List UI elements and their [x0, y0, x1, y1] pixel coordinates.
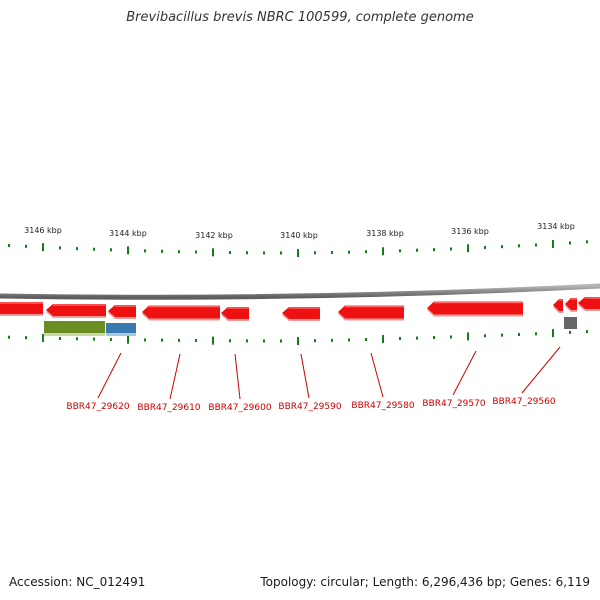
gene-label[interactable]: BBR47_29590 [278, 402, 341, 412]
kbp-axis-label: 3142 kbp [195, 231, 233, 240]
kbp-axis-label: 3146 kbp [24, 226, 62, 235]
gene-arrow[interactable] [108, 305, 136, 319]
gene-label[interactable]: BBR47_29610 [137, 403, 200, 413]
gene-arrow[interactable] [338, 305, 404, 321]
gene-arrow-body [565, 298, 577, 310]
feature-track [44, 317, 577, 336]
gene-arrow-body [221, 307, 249, 319]
feature-block-green[interactable] [44, 321, 105, 335]
gene-arrow-body [108, 305, 136, 317]
gene-arrow[interactable] [0, 302, 43, 316]
gene-arrow-body [338, 305, 404, 319]
gene-label-leader-line [521, 346, 561, 394]
genome-backbone [0, 283, 600, 300]
kbp-ruler: 3146 kbp 3144 kbp 3142 kbp 3140 kbp 3138 kbp… [8, 222, 588, 345]
gene-arrow-body [0, 302, 43, 314]
gene-label-leader-line [234, 353, 241, 400]
gene-label[interactable]: BBR47_29600 [208, 403, 271, 413]
gene-arrow-body [46, 304, 106, 316]
gene-label[interactable]: BBR47_29620 [66, 402, 129, 412]
gene-label[interactable]: BBR47_29570 [422, 399, 485, 409]
gene-label[interactable]: BBR47_29580 [351, 401, 414, 411]
feature-block-blue-shadow [106, 333, 136, 336]
genome-summary-text: Topology: circular; Length: 6,296,436 bp… [260, 575, 590, 589]
gene-arrow-body [553, 299, 563, 311]
gene-arrow[interactable] [46, 304, 106, 318]
gene-arrow[interactable] [427, 301, 523, 317]
gene-arrow[interactable] [142, 305, 220, 321]
accession-text: Accession: NC_012491 [9, 575, 146, 589]
gene-label-leader-line [452, 350, 477, 396]
kbp-axis-label: 3140 kbp [280, 231, 318, 240]
feature-block-green-shadow [44, 333, 105, 336]
gene-arrow[interactable] [221, 307, 249, 321]
gene-track [0, 297, 600, 321]
gene-arrow-body [282, 307, 320, 319]
gene-arrow[interactable] [553, 299, 563, 313]
gene-arrow-body [142, 305, 220, 319]
gene-arrow-body [427, 301, 523, 315]
gene-arrow[interactable] [578, 297, 600, 311]
kbp-axis-label: 3144 kbp [109, 229, 147, 238]
gene-arrow[interactable] [565, 298, 577, 312]
gene-label-leader-line [169, 353, 181, 400]
gene-label-layer: BBR47_29620 BBR47_29610 BBR47_29600 BBR47_2… [66, 346, 561, 413]
kbp-axis-label: 3136 kbp [451, 227, 489, 236]
gene-label-leader-line [370, 352, 384, 398]
gene-arrow-body [578, 297, 600, 309]
feature-block-gray[interactable] [564, 317, 577, 329]
genome-title: Brevibacillus brevis NBRC 100599, comple… [126, 10, 474, 25]
kbp-axis-label: 3138 kbp [366, 229, 404, 238]
kbp-axis-label: 3134 kbp [537, 222, 575, 231]
gene-label-leader-line [300, 353, 310, 399]
feature-block-blue[interactable] [106, 323, 136, 335]
gene-label-leader-line [97, 352, 122, 399]
gene-label[interactable]: BBR47_29560 [492, 397, 555, 407]
gene-arrow[interactable] [282, 307, 320, 321]
